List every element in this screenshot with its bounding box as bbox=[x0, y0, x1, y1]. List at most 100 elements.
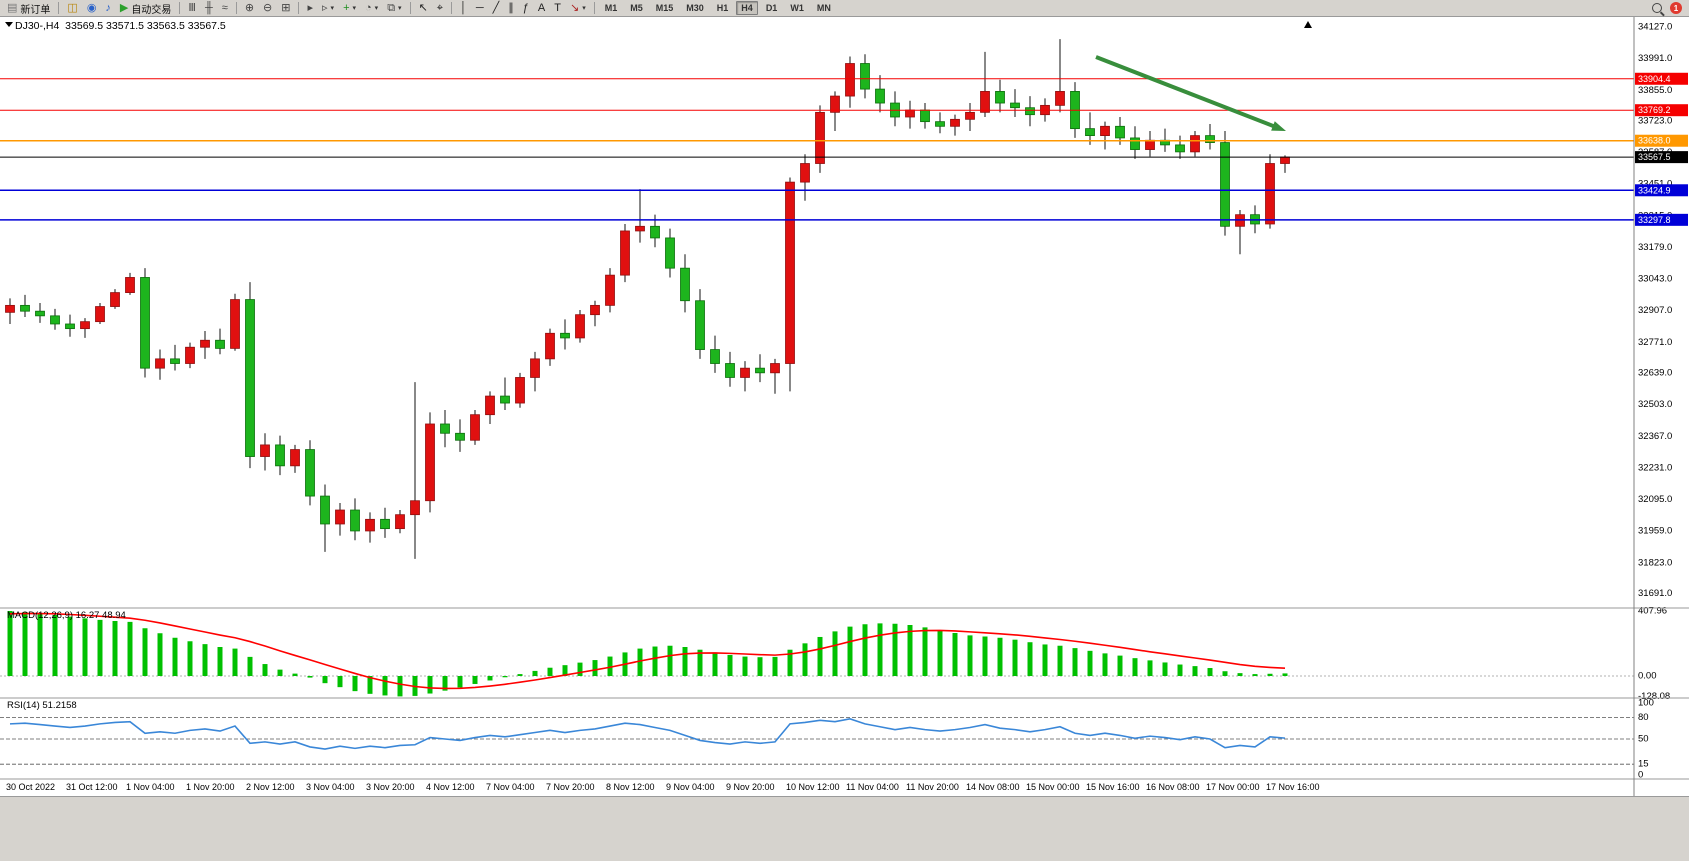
price-badge bbox=[1635, 72, 1688, 85]
time-tick-label: 3 Nov 20:00 bbox=[366, 782, 415, 792]
profiles-button[interactable]: ◉ bbox=[83, 0, 101, 17]
timeframe-m15[interactable]: M15 bbox=[655, 3, 674, 13]
text-button[interactable]: A bbox=[534, 0, 549, 17]
candle-up bbox=[200, 339, 210, 348]
price-tick-label: 31691.0 bbox=[1638, 588, 1672, 599]
timeframe-w1[interactable]: W1 bbox=[790, 3, 804, 13]
horizontal-line-button[interactable]: ─ bbox=[472, 0, 488, 17]
time-tick-label: 17 Nov 16:00 bbox=[1266, 782, 1320, 792]
macd-tick-label: 0.00 bbox=[1638, 671, 1657, 682]
candle-down bbox=[755, 367, 765, 374]
price-badge bbox=[1635, 184, 1688, 197]
candle-down bbox=[245, 299, 255, 457]
new-order-button[interactable]: ▤ 新订单 bbox=[3, 0, 54, 17]
arrows-button[interactable]: ↘ ▾ bbox=[566, 0, 590, 17]
candle-up bbox=[5, 304, 15, 313]
candle-up bbox=[155, 358, 165, 369]
candle-down bbox=[665, 237, 675, 269]
search-icon[interactable] bbox=[1652, 3, 1662, 13]
chart-shift-icon: ▹ bbox=[322, 1, 328, 14]
line-chart-button[interactable]: ≈ bbox=[218, 0, 232, 17]
price-tick-label: 32639.0 bbox=[1638, 368, 1672, 379]
candle-up bbox=[830, 95, 840, 113]
indicators-button[interactable]: + ▾ bbox=[339, 0, 360, 17]
time-tick-label: 11 Nov 04:00 bbox=[846, 782, 899, 792]
candle-down bbox=[560, 332, 570, 339]
one-click-trading-toggle[interactable] bbox=[5, 22, 13, 27]
time-tick-label: 9 Nov 04:00 bbox=[666, 782, 715, 792]
notification-badge[interactable]: 1 bbox=[1670, 2, 1682, 14]
cursor-button[interactable]: ↖ bbox=[415, 0, 432, 17]
auto-scroll-button[interactable]: ▸ bbox=[303, 0, 317, 17]
trend-arrow-head bbox=[1271, 121, 1286, 131]
zoom-in-button[interactable]: ⊕ bbox=[241, 0, 258, 17]
candle-down bbox=[350, 509, 360, 532]
auto-trading-button[interactable]: ▶ 自动交易 bbox=[116, 0, 175, 17]
candle-down bbox=[1205, 135, 1215, 143]
chevron-down-icon: ▾ bbox=[582, 5, 586, 12]
price-tick-label: 32095.0 bbox=[1638, 494, 1672, 505]
timeframe-m30[interactable]: M30 bbox=[686, 3, 704, 13]
periods-button[interactable]: ◔ ▾ bbox=[361, 0, 382, 17]
time-tick-label: 11 Nov 20:00 bbox=[906, 782, 959, 792]
templates-button[interactable]: ⧉ ▾ bbox=[383, 0, 405, 17]
macd-tick-label: -128.08 bbox=[1638, 691, 1670, 702]
timeframe-m5[interactable]: M5 bbox=[630, 3, 643, 13]
vertical-line-button[interactable]: │ bbox=[456, 0, 471, 17]
toolbar-separator bbox=[235, 2, 237, 14]
timeframe-mn[interactable]: MN bbox=[816, 3, 831, 13]
bar-chart-icon: Ⅲ bbox=[188, 1, 196, 14]
candle-up bbox=[530, 358, 540, 378]
rsi-tick-label: 80 bbox=[1638, 712, 1649, 723]
candle-up bbox=[1145, 139, 1155, 150]
crosshair-button[interactable]: ⌖ bbox=[433, 0, 447, 17]
label-button[interactable]: T bbox=[550, 0, 565, 17]
price-tick-label: 33855.0 bbox=[1638, 85, 1672, 96]
price-tick-label: 32367.0 bbox=[1638, 431, 1672, 442]
candle-up bbox=[335, 509, 345, 525]
time-tick-label: 17 Nov 00:00 bbox=[1206, 782, 1260, 792]
candle-down bbox=[935, 121, 945, 127]
toolbar-separator bbox=[179, 2, 181, 14]
candle-down bbox=[50, 315, 60, 325]
indicators-icon: + bbox=[343, 1, 350, 14]
time-tick-label: 1 Nov 20:00 bbox=[186, 782, 235, 792]
candle-down bbox=[1085, 128, 1095, 137]
fibonacci-button[interactable]: ƒ bbox=[519, 0, 533, 17]
candle-down bbox=[680, 267, 690, 302]
candle-up bbox=[470, 414, 480, 441]
price-tick-label: 33179.0 bbox=[1638, 242, 1672, 253]
chart-background bbox=[0, 17, 1689, 796]
price-tick-label: 32503.0 bbox=[1638, 399, 1672, 410]
timeframe-h1[interactable]: H1 bbox=[716, 3, 729, 13]
alerts-button[interactable]: ♪ bbox=[101, 0, 115, 17]
timeframe-h4[interactable]: H4 bbox=[736, 1, 758, 15]
candle-down bbox=[170, 358, 180, 364]
macd-histogram bbox=[7, 610, 1288, 697]
price-tick-label: 33991.0 bbox=[1638, 53, 1672, 64]
candle-up bbox=[125, 277, 135, 293]
candle-down bbox=[35, 310, 45, 317]
candle-up bbox=[905, 109, 915, 118]
candle-down bbox=[65, 323, 75, 330]
zoom-out-button[interactable]: ⊖ bbox=[259, 0, 276, 17]
candle-up bbox=[965, 111, 975, 120]
candle-up bbox=[395, 514, 405, 530]
price-tick-label: 32231.0 bbox=[1638, 462, 1672, 473]
candle-down bbox=[710, 349, 720, 364]
candle-up bbox=[185, 346, 195, 364]
timeframe-d1[interactable]: D1 bbox=[765, 3, 778, 13]
timeframe-m1[interactable]: M1 bbox=[604, 3, 618, 13]
chart-window-button[interactable]: ◫ bbox=[63, 0, 81, 17]
trendline-button[interactable]: ╱ bbox=[489, 0, 504, 17]
tile-windows-button[interactable]: ⊞ bbox=[277, 0, 294, 17]
bar-chart-button[interactable]: Ⅲ bbox=[184, 0, 200, 17]
trend-arrow[interactable] bbox=[1095, 55, 1281, 131]
channel-button[interactable]: ∥ bbox=[504, 0, 518, 17]
toolbar-separator bbox=[409, 2, 411, 14]
chart-shift-button[interactable]: ▹ ▾ bbox=[318, 0, 338, 17]
chart-canvas[interactable]: 34127.033991.033855.033723.033587.033451… bbox=[0, 17, 1689, 796]
candlestick-chart-button[interactable]: ╫ bbox=[201, 0, 217, 17]
channel-icon: ∥ bbox=[508, 1, 514, 14]
